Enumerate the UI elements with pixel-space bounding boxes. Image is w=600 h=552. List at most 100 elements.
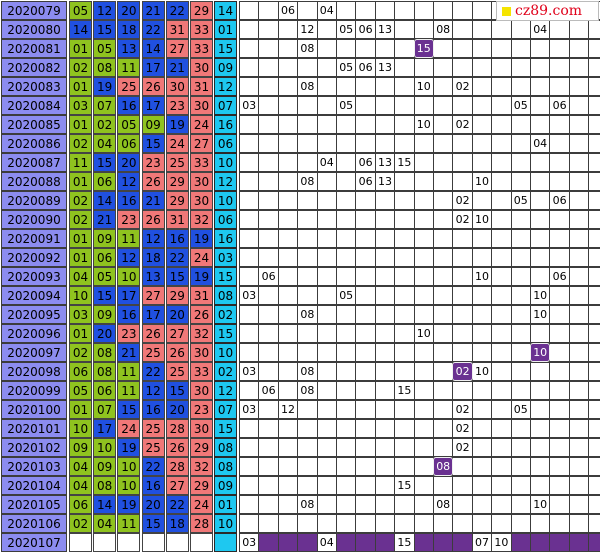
trend-mark: 15: [394, 153, 415, 172]
trend-cell: [355, 96, 376, 115]
trend-cell: [374, 457, 396, 476]
trend-cell: [433, 324, 454, 343]
issue-number[interactable]: 2020103: [1, 457, 67, 476]
trend-cell: [336, 210, 357, 229]
trend-cell: [471, 324, 493, 343]
issue-number[interactable]: 2020102: [1, 438, 67, 457]
issue-number[interactable]: 2020081: [1, 39, 67, 58]
trend-cell: [530, 39, 551, 58]
trend-cell: [510, 495, 531, 514]
issue-number[interactable]: 2020105: [1, 495, 67, 514]
trend-cell: [413, 210, 434, 229]
trend-cell: [239, 381, 260, 400]
trend-cell: [374, 191, 396, 210]
red-ball: 08: [93, 476, 117, 495]
trend-mark: 10: [471, 210, 493, 229]
issue-number[interactable]: 2020100: [1, 400, 67, 419]
trend-cell: [297, 400, 318, 419]
issue-number[interactable]: 2020104: [1, 476, 67, 495]
issue-number[interactable]: 2020098: [1, 362, 67, 381]
issue-number[interactable]: 2020088: [1, 172, 67, 191]
trend-mark: 03: [239, 533, 260, 552]
issue-number[interactable]: 2020087: [1, 153, 67, 172]
issue-number[interactable]: 2020082: [1, 58, 67, 77]
trend-cell: [277, 191, 299, 210]
trend-cell: [316, 476, 337, 495]
trend-cell: [374, 362, 396, 381]
red-ball: 05: [69, 1, 92, 20]
red-ball: 01: [69, 39, 92, 58]
red-ball: 30: [165, 77, 189, 96]
issue-number[interactable]: 2020092: [1, 248, 67, 267]
trend-cell: [258, 58, 279, 77]
trend-cell: [394, 115, 415, 134]
trend-cell: [239, 419, 260, 438]
blue-ball: 15: [214, 267, 237, 286]
trend-cell: [549, 210, 570, 229]
trend-mark: 05: [336, 286, 357, 305]
trend-cell: [530, 438, 551, 457]
issue-number[interactable]: 2020080: [1, 20, 67, 39]
red-ball: 14: [93, 191, 117, 210]
trend-cell: [588, 134, 600, 153]
red-ball: 26: [141, 324, 165, 343]
issue-number[interactable]: 2020095: [1, 305, 67, 324]
trend-cell: [258, 248, 279, 267]
trend-cell: [394, 495, 415, 514]
issue-number[interactable]: 2020079: [1, 1, 67, 20]
trend-cell: [568, 248, 590, 267]
issue-number[interactable]: 2020099: [1, 381, 67, 400]
issue-number[interactable]: 2020096: [1, 324, 67, 343]
trend-cell: [355, 400, 376, 419]
trend-cell: [433, 77, 454, 96]
trend-cell: [336, 457, 357, 476]
trend-cell: [316, 229, 337, 248]
issue-number[interactable]: 2020107: [1, 533, 67, 552]
trend-cell: [510, 267, 531, 286]
red-ball: 32: [190, 210, 213, 229]
trend-mark: 06: [258, 267, 279, 286]
trend-cell: [239, 1, 260, 20]
trend-cell: [433, 381, 454, 400]
trend-cell: [510, 457, 531, 476]
trend-cell: [471, 476, 493, 495]
red-ball: 29: [165, 286, 189, 305]
red-ball: 29: [190, 476, 213, 495]
trend-cell: [336, 1, 357, 20]
issue-number[interactable]: 2020086: [1, 134, 67, 153]
trend-cell: [588, 476, 600, 495]
red-ball: 25: [141, 343, 165, 362]
trend-cell: [530, 191, 551, 210]
trend-cell: [297, 210, 318, 229]
red-ball: 25: [141, 438, 165, 457]
issue-number[interactable]: 2020090: [1, 210, 67, 229]
trend-cell: [433, 191, 454, 210]
trend-cell: [549, 229, 570, 248]
issue-number[interactable]: 2020085: [1, 115, 67, 134]
issue-number[interactable]: 2020083: [1, 77, 67, 96]
trend-cell: [510, 381, 531, 400]
red-ball: 27: [190, 134, 213, 153]
trend-cell: [258, 115, 279, 134]
red-ball: 17: [141, 96, 165, 115]
issue-number[interactable]: 2020093: [1, 267, 67, 286]
trend-cell: [413, 248, 434, 267]
trend-mark: 10: [413, 115, 434, 134]
red-ball: 31: [190, 286, 213, 305]
issue-number[interactable]: 2020101: [1, 419, 67, 438]
trend-cell: [588, 457, 600, 476]
issue-number[interactable]: 2020094: [1, 286, 67, 305]
issue-number[interactable]: 2020097: [1, 343, 67, 362]
issue-number[interactable]: 2020084: [1, 96, 67, 115]
trend-cell: [277, 438, 299, 457]
red-ball: 23: [190, 400, 213, 419]
issue-number[interactable]: 2020091: [1, 229, 67, 248]
trend-cell: [549, 495, 570, 514]
issue-number[interactable]: 2020106: [1, 514, 67, 533]
red-ball: 01: [69, 229, 92, 248]
site-logo[interactable]: cz89.com: [496, 1, 599, 21]
trend-cell: [471, 400, 493, 419]
issue-number[interactable]: 2020089: [1, 191, 67, 210]
red-ball: 30: [190, 381, 213, 400]
red-ball: 08: [93, 343, 117, 362]
